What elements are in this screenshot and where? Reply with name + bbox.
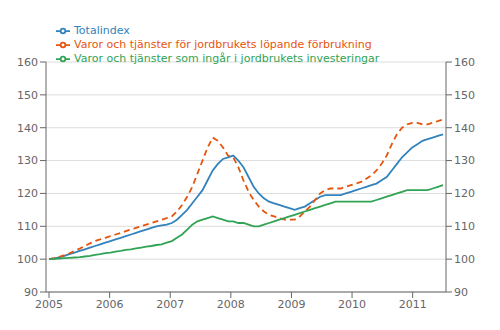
- svg-text:140: 140: [17, 122, 38, 135]
- html-text:Varor och tjänster som ingår i: Varor och tjänster som ingår i jordbruke…: [74, 52, 380, 65]
- svg-text:110: 110: [454, 220, 475, 233]
- svg-text:100: 100: [17, 253, 38, 266]
- svg-text:130: 130: [17, 154, 38, 167]
- svg-text:160: 160: [17, 56, 38, 69]
- svg-text:2010: 2010: [338, 298, 366, 311]
- svg-text:150: 150: [17, 89, 38, 102]
- svg-text:90: 90: [454, 286, 468, 299]
- svg-text:90: 90: [24, 286, 38, 299]
- html-text:Totalindex: Totalindex: [74, 24, 130, 37]
- svg-text:110: 110: [17, 220, 38, 233]
- html-text:Varor och tjänster för jordbru: Varor och tjänster för jordbrukets löpan…: [74, 38, 372, 51]
- svg-text:2007: 2007: [156, 298, 184, 311]
- svg-text:130: 130: [454, 154, 475, 167]
- svg-text:150: 150: [454, 89, 475, 102]
- svg-text:160: 160: [454, 56, 475, 69]
- svg-text:2009: 2009: [277, 298, 305, 311]
- svg-text:2006: 2006: [96, 298, 124, 311]
- svg-text:120: 120: [17, 187, 38, 200]
- svg-text:2005: 2005: [35, 298, 63, 311]
- svg-text:2008: 2008: [217, 298, 245, 311]
- svg-text:120: 120: [454, 187, 475, 200]
- svg-text:2011: 2011: [399, 298, 427, 311]
- svg-text:100: 100: [454, 253, 475, 266]
- svg-text:140: 140: [454, 122, 475, 135]
